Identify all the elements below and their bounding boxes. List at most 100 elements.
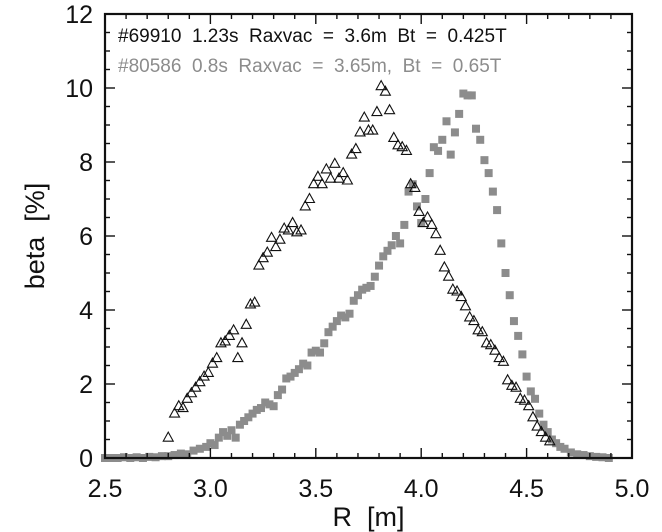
- y-tick-labels: 0 2 4 6 8 10 12: [65, 1, 93, 473]
- x-tick-label: 3.5: [298, 475, 333, 503]
- series-2-point: [311, 346, 320, 355]
- series-2-point: [472, 124, 481, 133]
- series-2-point: [514, 331, 523, 340]
- series-1-point: [370, 105, 383, 117]
- series-2-point: [429, 143, 438, 152]
- series-1-point: [333, 172, 345, 183]
- series-1-point: [421, 210, 434, 222]
- series-1-point: [489, 344, 501, 355]
- series-1-point: [396, 140, 409, 152]
- series-1-point: [493, 351, 506, 363]
- series-2-point: [556, 442, 565, 451]
- series-1-point: [324, 172, 337, 183]
- series-2-point: [341, 313, 350, 322]
- series-2-point: [265, 400, 274, 409]
- series-2-point: [396, 239, 405, 248]
- y-tick-label: 8: [79, 149, 93, 177]
- series-2-point: [210, 441, 219, 450]
- series-2-point: [421, 195, 430, 203]
- series-2-point: [206, 439, 215, 448]
- series-1-point: [261, 246, 274, 257]
- series-2-point: [370, 272, 379, 281]
- series-2-point: [240, 417, 249, 425]
- series-1-point: [442, 270, 455, 281]
- series-1-point: [425, 218, 438, 229]
- series-2-point: [509, 317, 518, 326]
- series-1-point: [162, 431, 175, 442]
- series-2-point: [391, 232, 400, 240]
- series-1-point: [349, 142, 362, 154]
- series-1-point: [299, 199, 312, 211]
- x-tick-label: 4.0: [404, 475, 439, 503]
- series-2-point: [522, 372, 531, 381]
- series-2-point: [349, 296, 358, 305]
- series-1-point: [531, 419, 544, 431]
- series-2-point: [235, 420, 244, 429]
- series-1-point: [543, 434, 556, 446]
- y-tick-label: 4: [79, 297, 93, 325]
- y-tick-label: 10: [65, 75, 93, 103]
- series-1-point: [430, 227, 442, 239]
- series-1-point: [480, 336, 493, 348]
- series-2-point: [316, 348, 325, 357]
- series-2-point: [157, 452, 166, 461]
- series-2-point: [438, 135, 447, 144]
- series-1-point: [286, 216, 299, 228]
- series-1-point: [539, 431, 552, 442]
- series-2-point: [579, 451, 588, 460]
- series-2-point: [278, 385, 287, 394]
- series-2-point: [387, 241, 396, 250]
- series-2-point: [459, 89, 468, 98]
- series-1-point: [434, 244, 447, 255]
- series-1-point: [189, 381, 202, 392]
- series-2-point: [425, 169, 434, 178]
- series-1-point: [223, 329, 236, 340]
- series-1-point: [278, 221, 291, 233]
- series-1-point: [219, 334, 232, 346]
- series-1-point: [413, 205, 426, 216]
- series-1-point: [383, 103, 396, 115]
- series-2-point: [501, 269, 510, 277]
- series-2-point: [189, 446, 198, 455]
- x-tick-label: 5.0: [615, 475, 650, 503]
- series-1-point: [177, 401, 189, 413]
- series-2-point: [497, 239, 506, 248]
- series-1-point: [518, 394, 531, 405]
- series-1-point: [215, 336, 227, 348]
- series-2-point: [231, 433, 240, 442]
- series-2-point: [320, 339, 329, 348]
- y-tick-label: 6: [79, 223, 93, 251]
- series-1-point: [497, 355, 510, 366]
- series-2-point: [480, 156, 489, 165]
- x-tick-label: 3.0: [193, 475, 228, 503]
- series-1-point: [227, 323, 240, 335]
- series-1-point: [185, 386, 198, 398]
- series-1-point: [198, 369, 211, 381]
- series-2-point: [328, 322, 337, 331]
- series-2-point: [375, 261, 384, 270]
- series-2-point: [145, 452, 154, 461]
- series-1-point: [206, 357, 219, 368]
- series-2-point: [526, 387, 535, 396]
- series-1-point: [387, 131, 400, 142]
- series-2-point: [299, 359, 308, 368]
- series-1-point: [514, 392, 527, 403]
- series-2-point: [434, 146, 443, 155]
- series-2-point: [412, 202, 421, 211]
- series-2-point: [560, 444, 569, 453]
- series-1-point: [337, 166, 350, 178]
- x-tick-labels: 2.5 3.0 3.5 4.0 4.5 5.0: [88, 475, 650, 503]
- series-2-point: [455, 109, 464, 118]
- series-2-point: [337, 311, 346, 320]
- series-1-point: [451, 284, 463, 296]
- series-1-point: [269, 240, 282, 252]
- series-2-point: [383, 246, 392, 255]
- legend-series-1: #69910 1.23s Raxvac = 3.6m Bt = 0.425T: [118, 26, 507, 47]
- series-1-point: [375, 79, 388, 91]
- series-1-point: [472, 323, 485, 335]
- series-1-point: [366, 123, 379, 135]
- series-2-point: [219, 428, 228, 437]
- x-tick-label: 4.5: [509, 475, 544, 503]
- series-2-point: [345, 309, 354, 318]
- series-1-point: [501, 373, 514, 385]
